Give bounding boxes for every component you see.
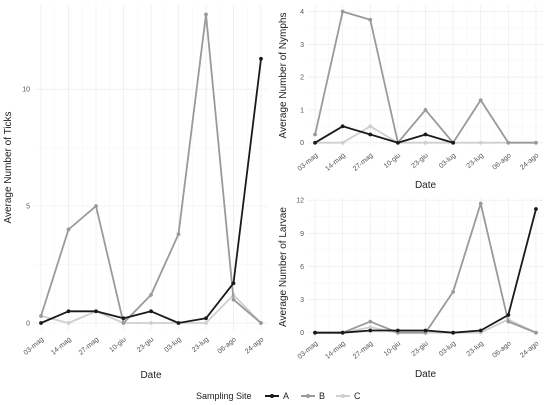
legend-key-a: A (265, 391, 289, 401)
y-tick-label: 9 (300, 231, 304, 238)
data-point-c (149, 321, 153, 325)
legend-label-b: B (319, 391, 325, 401)
legend: Sampling Site A B C (196, 391, 361, 401)
y-tick-label: 0 (300, 330, 304, 337)
data-point-a (451, 330, 456, 335)
y-tick-label: 0 (300, 140, 304, 147)
data-point-b (231, 297, 236, 302)
y-tick-label: 3 (300, 297, 304, 304)
legend-key-c: C (336, 391, 361, 401)
y-tick-label: 10 (22, 87, 30, 94)
data-point-b (506, 319, 511, 324)
data-point-a (259, 56, 263, 61)
data-point-b (478, 201, 483, 206)
x-axis-title: Date (140, 370, 162, 381)
data-point-b (423, 108, 428, 112)
data-point-a (39, 321, 43, 325)
data-point-b (313, 132, 317, 137)
data-point-a (231, 281, 236, 286)
data-point-a (340, 124, 345, 129)
data-point-a (506, 313, 511, 317)
data-point-a (340, 330, 345, 335)
x-axis-title: Date (415, 369, 437, 380)
data-point-c (423, 140, 428, 145)
legend-key-b: B (301, 391, 325, 401)
data-point-c (478, 140, 483, 145)
data-point-c (368, 124, 373, 129)
y-tick-label: 2 (300, 75, 304, 82)
data-point-a (149, 309, 153, 314)
x-axis-title: Date (415, 180, 437, 191)
legend-label-a: A (283, 391, 289, 401)
series-line-a (314, 125, 454, 144)
y-tick-label: 3 (300, 42, 304, 49)
y-tick-label: 5 (26, 204, 30, 211)
y-tick-label: 0 (26, 320, 30, 327)
y-axis-title: Average Number of Ticks (3, 111, 14, 223)
y-tick-label: 4 (300, 9, 304, 16)
data-point-a (66, 309, 71, 314)
data-point-b (259, 321, 263, 325)
data-point-a (204, 316, 208, 321)
legend-title: Sampling Site (196, 391, 252, 401)
data-point-b (368, 319, 373, 324)
data-point-a (176, 321, 181, 325)
data-point-a (313, 330, 317, 335)
data-point-a (368, 328, 373, 333)
data-point-c (204, 321, 208, 325)
data-point-a (395, 140, 400, 145)
data-point-a (94, 309, 98, 314)
data-point-b (506, 140, 511, 145)
y-axis-title: Average Number of Nymphs (278, 13, 289, 139)
data-point-b (66, 227, 71, 232)
data-point-b (204, 12, 208, 17)
data-point-a (313, 140, 317, 145)
data-point-b (39, 314, 43, 318)
data-point-b (94, 204, 98, 208)
y-tick-label: 1 (300, 107, 304, 114)
data-point-b (368, 17, 373, 22)
data-point-a (121, 316, 126, 321)
data-point-a (395, 328, 400, 333)
data-point-a (423, 132, 428, 137)
data-point-b (121, 321, 126, 325)
data-point-c (368, 325, 373, 330)
data-point-b (478, 98, 483, 102)
data-point-a (423, 328, 428, 333)
data-point-c (66, 321, 71, 325)
data-point-b (451, 289, 456, 294)
legend-label-c: C (354, 391, 361, 401)
data-point-a (451, 140, 456, 145)
data-point-b (149, 293, 153, 297)
y-tick-label: 12 (296, 198, 304, 205)
data-point-b (176, 232, 181, 237)
data-point-a (478, 328, 483, 333)
data-point-b (340, 9, 345, 14)
data-point-b (534, 140, 538, 145)
data-point-a (368, 132, 373, 137)
y-axis-title: Average Number of Larvae (278, 207, 289, 327)
data-point-a (534, 207, 538, 211)
data-point-c (340, 140, 345, 145)
y-tick-label: 6 (300, 264, 304, 271)
data-point-b (534, 330, 538, 335)
